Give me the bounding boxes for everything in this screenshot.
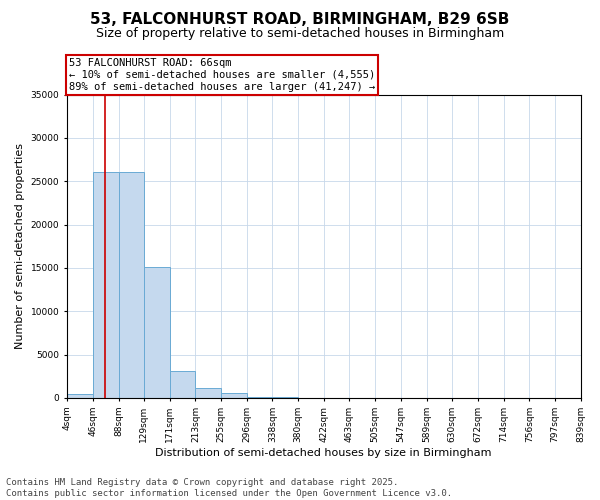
Text: 53, FALCONHURST ROAD, BIRMINGHAM, B29 6SB: 53, FALCONHURST ROAD, BIRMINGHAM, B29 6S… [91, 12, 509, 28]
Text: 53 FALCONHURST ROAD: 66sqm
← 10% of semi-detached houses are smaller (4,555)
89%: 53 FALCONHURST ROAD: 66sqm ← 10% of semi… [69, 58, 375, 92]
Y-axis label: Number of semi-detached properties: Number of semi-detached properties [15, 143, 25, 349]
Text: Size of property relative to semi-detached houses in Birmingham: Size of property relative to semi-detach… [96, 28, 504, 40]
Bar [144, 267, 170, 398]
Bar [221, 393, 247, 398]
Bar [93, 172, 119, 398]
Bar [196, 388, 221, 398]
Bar [119, 172, 144, 398]
Bar [170, 371, 196, 398]
Bar [67, 394, 93, 398]
Text: Contains HM Land Registry data © Crown copyright and database right 2025.
Contai: Contains HM Land Registry data © Crown c… [6, 478, 452, 498]
Bar [247, 397, 272, 398]
X-axis label: Distribution of semi-detached houses by size in Birmingham: Distribution of semi-detached houses by … [155, 448, 492, 458]
